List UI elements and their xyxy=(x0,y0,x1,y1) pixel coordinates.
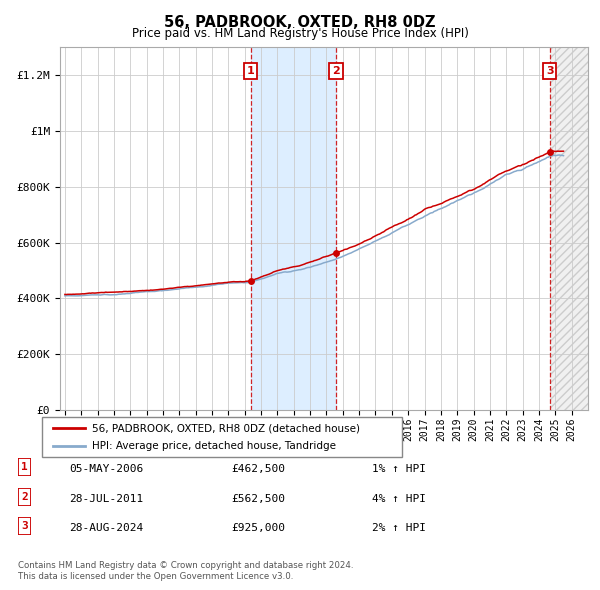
Text: 56, PADBROOK, OXTED, RH8 0DZ (detached house): 56, PADBROOK, OXTED, RH8 0DZ (detached h… xyxy=(92,424,361,434)
Text: 1: 1 xyxy=(247,66,254,76)
Text: 3: 3 xyxy=(21,522,28,531)
Text: 2% ↑ HPI: 2% ↑ HPI xyxy=(372,523,426,533)
Text: 2: 2 xyxy=(332,66,340,76)
Bar xyxy=(251,47,336,410)
FancyBboxPatch shape xyxy=(42,417,402,457)
Text: 56, PADBROOK, OXTED, RH8 0DZ: 56, PADBROOK, OXTED, RH8 0DZ xyxy=(164,15,436,30)
FancyBboxPatch shape xyxy=(18,458,31,476)
Bar xyxy=(550,47,588,410)
Text: HPI: Average price, detached house, Tandridge: HPI: Average price, detached house, Tand… xyxy=(92,441,337,451)
Text: £562,500: £562,500 xyxy=(231,494,285,503)
Text: 3: 3 xyxy=(546,66,554,76)
Text: 28-AUG-2024: 28-AUG-2024 xyxy=(69,523,143,533)
Text: 1% ↑ HPI: 1% ↑ HPI xyxy=(372,464,426,474)
Text: This data is licensed under the Open Government Licence v3.0.: This data is licensed under the Open Gov… xyxy=(18,572,293,581)
FancyBboxPatch shape xyxy=(18,517,31,535)
Text: Price paid vs. HM Land Registry's House Price Index (HPI): Price paid vs. HM Land Registry's House … xyxy=(131,27,469,40)
Text: £925,000: £925,000 xyxy=(231,523,285,533)
Text: £462,500: £462,500 xyxy=(231,464,285,474)
Text: Contains HM Land Registry data © Crown copyright and database right 2024.: Contains HM Land Registry data © Crown c… xyxy=(18,560,353,569)
FancyBboxPatch shape xyxy=(18,488,31,506)
Text: 05-MAY-2006: 05-MAY-2006 xyxy=(69,464,143,474)
Text: 2: 2 xyxy=(21,492,28,502)
Text: 4% ↑ HPI: 4% ↑ HPI xyxy=(372,494,426,503)
Text: 1: 1 xyxy=(21,463,28,472)
Bar xyxy=(550,47,588,410)
Text: 28-JUL-2011: 28-JUL-2011 xyxy=(69,494,143,503)
